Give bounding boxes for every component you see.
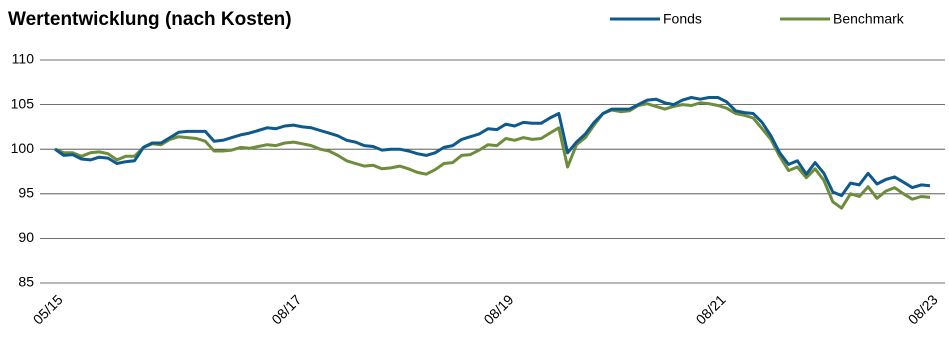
chart-title: Wertentwicklung (nach Kosten) xyxy=(8,9,292,30)
x-tick-label: 05/15 xyxy=(30,291,66,327)
series-line xyxy=(54,96,931,198)
y-tick-label: 85 xyxy=(18,274,34,290)
y-tick-label: 100 xyxy=(11,140,35,156)
x-tick-label: 08/23 xyxy=(905,291,941,327)
series-line xyxy=(54,101,931,210)
x-tick-label: 08/21 xyxy=(693,291,729,327)
y-tick-label: 110 xyxy=(12,51,35,67)
legend-label: Benchmark xyxy=(833,11,905,27)
x-tick-label: 08/17 xyxy=(268,291,304,327)
legend-label: Fonds xyxy=(663,11,702,27)
x-tick-label: 08/19 xyxy=(480,291,516,327)
y-tick-label: 95 xyxy=(18,185,34,201)
y-tick-label: 105 xyxy=(11,95,35,111)
y-tick-label: 90 xyxy=(18,229,34,245)
